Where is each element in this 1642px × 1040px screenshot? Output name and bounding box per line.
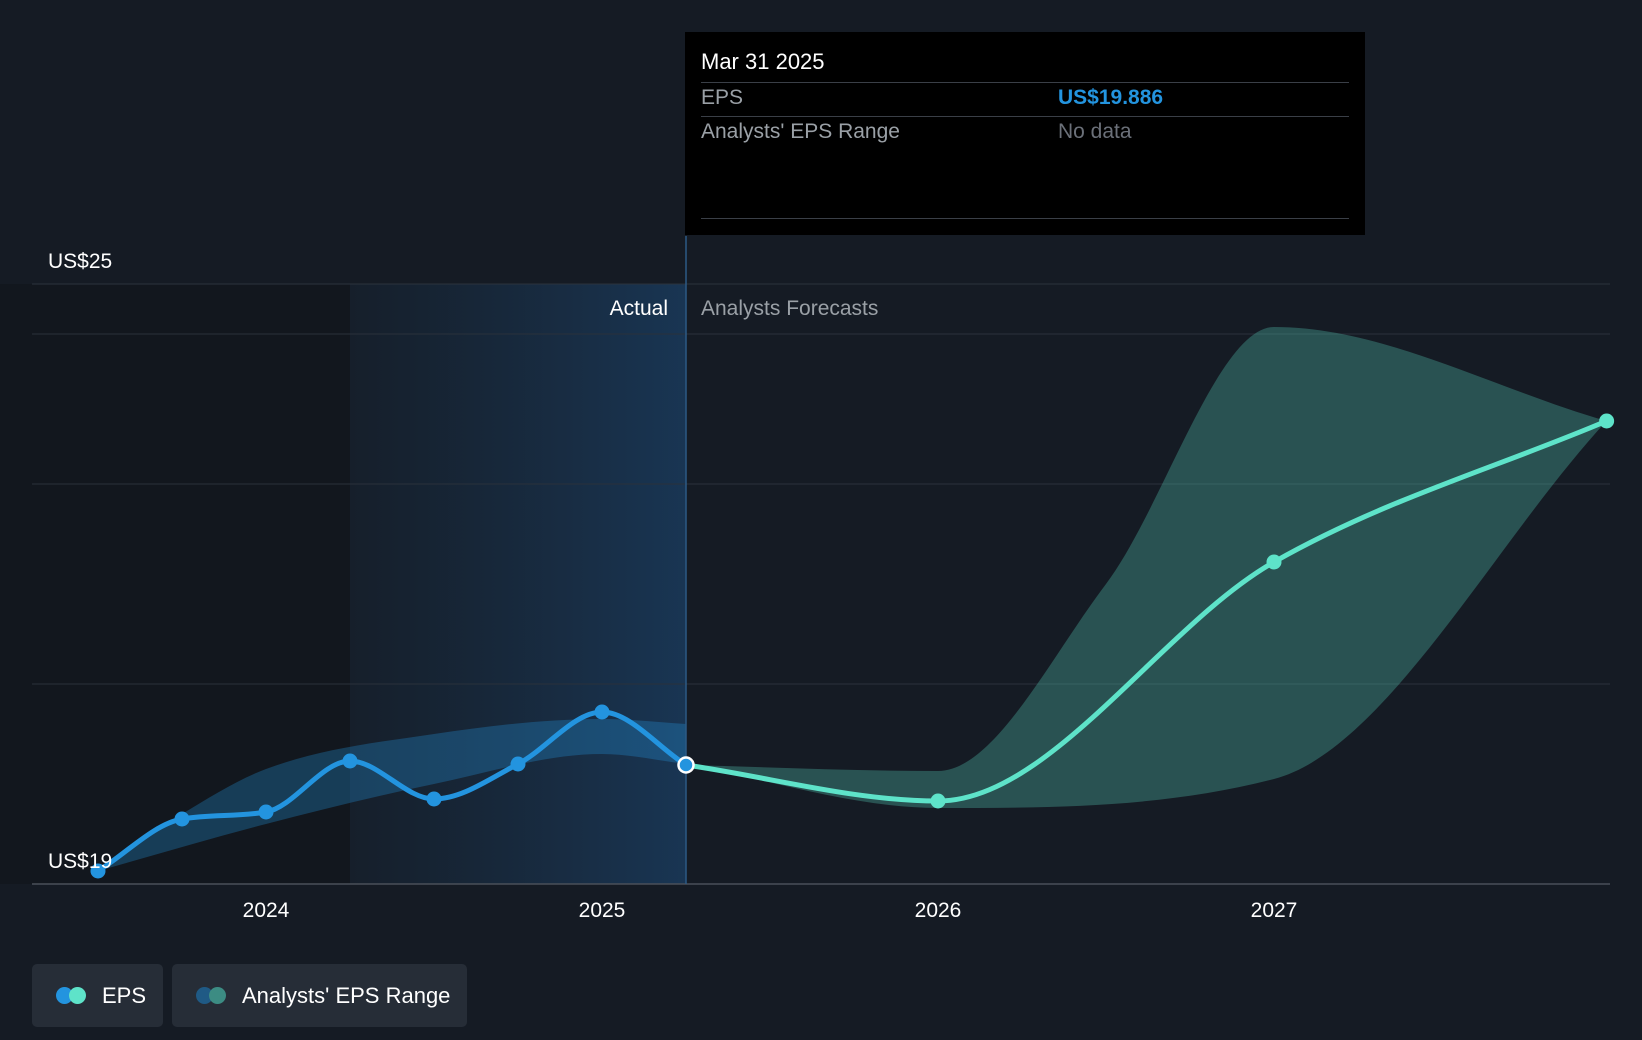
eps-range-band-actual	[98, 719, 686, 871]
eps-forecast-point[interactable]	[930, 793, 946, 809]
eps-point[interactable]	[90, 863, 106, 879]
tooltip: Mar 31 2025 EPS US$19.886 Analysts' EPS …	[685, 32, 1365, 235]
eps-point[interactable]	[174, 811, 190, 827]
legend-item-eps-range[interactable]: Analysts' EPS Range	[172, 964, 467, 1027]
eps-point[interactable]	[426, 791, 442, 807]
tooltip-eps-label: EPS	[701, 86, 744, 109]
actual-region	[350, 284, 686, 884]
x-tick-label: 2025	[579, 899, 626, 922]
eps-range-band-forecast	[686, 327, 1607, 808]
tooltip-range-label: Analysts' EPS Range	[701, 120, 900, 143]
tooltip-divider	[701, 218, 1349, 219]
legend-item-eps[interactable]: EPS	[32, 964, 163, 1027]
eps-range-legend-icon	[196, 987, 230, 1004]
past-background	[0, 284, 350, 884]
legend-range-label: Analysts' EPS Range	[242, 982, 451, 1008]
y-axis-bottom-label: US$19	[48, 850, 112, 873]
eps-point[interactable]	[258, 804, 274, 820]
legend-eps-label: EPS	[102, 982, 147, 1008]
range-bands	[98, 327, 1607, 871]
actual-section-label: Actual	[610, 297, 668, 320]
tooltip-eps-value: US$19.886	[1058, 86, 1164, 109]
eps-point[interactable]	[510, 756, 526, 772]
x-tick-label: 2026	[915, 899, 962, 922]
eps-line-forecast	[683, 418, 1610, 804]
x-axis-ticks: 2024 2025 2026 2027	[243, 899, 1298, 922]
eps-legend-icon	[56, 987, 90, 1004]
x-tick-label: 2024	[243, 899, 290, 922]
tooltip-range-value: No data	[1058, 120, 1132, 143]
eps-current-point[interactable]	[677, 756, 695, 774]
eps-point[interactable]	[594, 704, 610, 720]
eps-forecast-point[interactable]	[1266, 554, 1282, 570]
y-axis-top-label: US$25	[48, 250, 112, 273]
eps-forecast-point[interactable]	[1599, 413, 1615, 429]
eps-point[interactable]	[342, 753, 358, 769]
eps-points[interactable]	[90, 413, 1615, 879]
tooltip-divider	[701, 82, 1349, 83]
forecast-section-label: Analysts Forecasts	[701, 297, 878, 320]
x-tick-label: 2027	[1251, 899, 1298, 922]
tooltip-date: Mar 31 2025	[701, 49, 825, 74]
grid	[32, 283, 1610, 885]
tooltip-divider	[701, 116, 1349, 117]
